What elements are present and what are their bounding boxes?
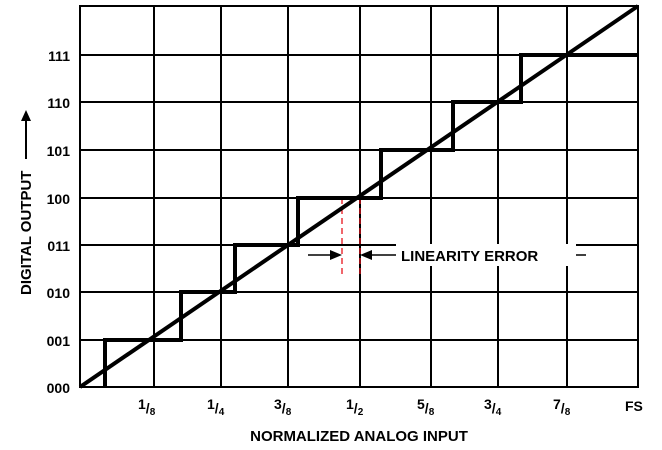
x-axis-title: NORMALIZED ANALOG INPUT [250, 428, 468, 445]
arrow-right-icon [330, 250, 342, 260]
y-tick-label: 111 [48, 48, 70, 64]
x-tick-label: 1/2 [346, 396, 364, 418]
x-tick-labels: 1/8 1/4 3/8 1/2 5/8 3/4 7/8 FS [138, 396, 643, 418]
y-tick-label: 011 [47, 238, 70, 254]
linearity-error-callout: LINEARITY ERROR [308, 244, 586, 266]
transfer-staircase [103, 53, 638, 387]
y-tick-label: 000 [47, 380, 71, 396]
arrow-left-icon [360, 250, 372, 260]
linearity-error-label: LINEARITY ERROR [401, 248, 538, 265]
x-tick-label: 1/4 [207, 396, 225, 418]
y-axis-title: DIGITAL OUTPUT [18, 171, 35, 295]
grid [79, 5, 639, 388]
y-tick-label: 010 [47, 285, 71, 301]
y-axis-title-group: DIGITAL OUTPUT [18, 110, 35, 295]
x-tick-label-fs: FS [625, 398, 643, 414]
x-tick-label: 7/8 [553, 396, 571, 418]
arrow-up-icon [21, 110, 31, 159]
y-tick-label: 100 [47, 191, 71, 207]
x-tick-label: 1/8 [138, 396, 156, 418]
y-tick-label: 110 [47, 95, 70, 111]
y-tick-label: 001 [47, 333, 71, 349]
x-tick-label: 5/8 [417, 396, 435, 418]
y-tick-labels: 000 001 010 011 100 101 110 111 [47, 48, 71, 396]
y-tick-label: 101 [47, 143, 71, 159]
x-tick-label: 3/4 [484, 396, 502, 418]
x-tick-label: 3/8 [274, 396, 292, 418]
